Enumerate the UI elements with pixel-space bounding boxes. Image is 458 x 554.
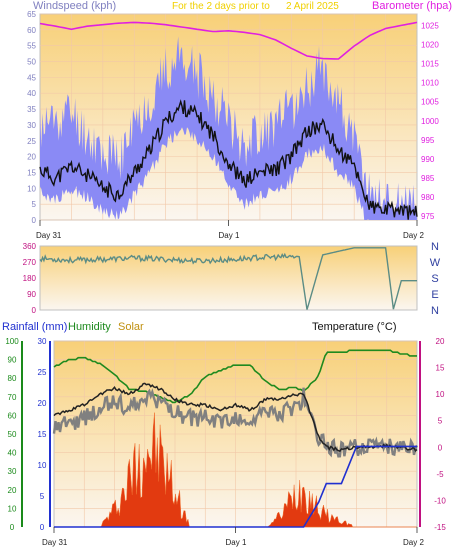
baro-tick-label: 985 bbox=[421, 174, 435, 183]
humidity-tick-label: 100 bbox=[5, 337, 19, 346]
rain-tick-label: 15 bbox=[38, 430, 47, 439]
compass-label: W bbox=[430, 257, 441, 269]
baro-tick-label: 1025 bbox=[421, 21, 439, 30]
humidity-tick-label: 10 bbox=[8, 504, 17, 513]
baro-tick-label: 980 bbox=[421, 193, 435, 202]
direction-tick-label: 270 bbox=[23, 258, 37, 267]
rainfall-line bbox=[54, 445, 417, 528]
compass-label: E bbox=[431, 289, 438, 301]
humidity-tick-label: 60 bbox=[8, 411, 17, 420]
x-tick-label: Day 2 bbox=[403, 231, 424, 240]
wind-average-line bbox=[39, 99, 418, 220]
baro-tick-label: 1015 bbox=[421, 60, 439, 69]
humidity-tick-label: 20 bbox=[8, 486, 17, 495]
wind-tick-label: 15 bbox=[27, 168, 36, 177]
baro-tick-label: 1010 bbox=[421, 79, 439, 88]
humidity-tick-label: 40 bbox=[8, 449, 17, 458]
wind-tick-label: 65 bbox=[27, 10, 36, 19]
wind-tick-label: 20 bbox=[27, 153, 36, 162]
compass-label: N bbox=[431, 241, 439, 253]
wind-direction-line bbox=[39, 247, 417, 310]
humidity-tick-label: 50 bbox=[8, 430, 17, 439]
rain-tick-label: 5 bbox=[40, 492, 45, 501]
baro-tick-label: 995 bbox=[421, 136, 435, 145]
compass-label: N bbox=[431, 305, 439, 317]
wind-tick-label: 55 bbox=[27, 42, 36, 51]
baro-tick-label: 990 bbox=[421, 155, 435, 164]
rain-tick-label: 0 bbox=[40, 523, 45, 532]
wind-tick-label: 25 bbox=[27, 137, 36, 146]
humidity-tick-label: 30 bbox=[8, 467, 17, 476]
rain-tick-label: 30 bbox=[38, 337, 47, 346]
humidity-tick-label: 70 bbox=[8, 393, 17, 402]
barometer-line bbox=[39, 21, 418, 60]
wind-axis-title: Windspeed (kph) bbox=[33, 0, 116, 12]
baro-tick-label: 1005 bbox=[421, 98, 439, 107]
wind-tick-label: 60 bbox=[27, 26, 36, 35]
wind-tick-label: 30 bbox=[27, 121, 36, 130]
baro-axis-title: Barometer (hpa) bbox=[372, 0, 452, 12]
temp-tick-label: 5 bbox=[438, 417, 443, 426]
wind-tick-label: 10 bbox=[27, 184, 36, 193]
rain-x-ticks: Day 31 Day 1 Day 2 bbox=[42, 527, 424, 547]
direction-tick-label: 90 bbox=[27, 290, 36, 299]
rain-axis-title: Rainfall (mm) bbox=[2, 321, 67, 333]
baro-tick-label: 975 bbox=[421, 212, 435, 221]
temp-tick-label: 15 bbox=[436, 364, 445, 373]
rain-axes: 0102030405060708090100051015202530-15-10… bbox=[5, 337, 446, 532]
humidity-tick-label: 0 bbox=[10, 523, 15, 532]
humidity-title: Humidity bbox=[68, 321, 111, 333]
x-tick-label: Day 1 bbox=[219, 231, 240, 240]
temp-tick-label: 0 bbox=[438, 443, 443, 452]
wind-tick-label: 5 bbox=[32, 200, 37, 209]
baro-tick-label: 1020 bbox=[421, 41, 439, 50]
direction-tick-label: 0 bbox=[32, 306, 37, 315]
rain-tick-label: 20 bbox=[38, 399, 47, 408]
wind-tick-label: 40 bbox=[27, 89, 36, 98]
period-label: For the 2 days prior to bbox=[172, 1, 270, 12]
rain-tick-label: 25 bbox=[38, 368, 47, 377]
baro-tick-label: 1000 bbox=[421, 117, 439, 126]
x-tick-label: Day 2 bbox=[403, 538, 424, 547]
temperature-title: Temperature (°C) bbox=[312, 321, 396, 333]
wind-gust-area bbox=[40, 36, 417, 221]
wind-tick-label: 50 bbox=[27, 58, 36, 67]
rain-grid bbox=[54, 340, 417, 528]
direction-tick-label: 360 bbox=[23, 242, 37, 251]
wind-tick-label: 45 bbox=[27, 73, 36, 82]
temp-tick-label: -5 bbox=[436, 470, 444, 479]
humidity-tick-label: 80 bbox=[8, 374, 17, 383]
wind-axes: 0510152025303540455055606597598098599099… bbox=[27, 10, 439, 225]
temp-tick-label: 10 bbox=[436, 390, 445, 399]
x-tick-label: Day 31 bbox=[42, 538, 68, 547]
wind-x-ticks: Day 31 Day 1 Day 2 bbox=[36, 220, 424, 240]
temp-tick-label: 20 bbox=[436, 337, 445, 346]
solar-title: Solar bbox=[118, 321, 144, 333]
rain-tick-label: 10 bbox=[38, 461, 47, 470]
compass-label: S bbox=[431, 273, 438, 285]
x-tick-label: Day 1 bbox=[226, 538, 247, 547]
period-date: 2 April 2025 bbox=[286, 1, 339, 12]
wind-tick-label: 35 bbox=[27, 105, 36, 114]
x-tick-label: Day 31 bbox=[36, 231, 62, 240]
temp-tick-label: -15 bbox=[434, 523, 446, 532]
humidity-tick-label: 90 bbox=[8, 356, 17, 365]
temp-tick-label: -10 bbox=[434, 496, 446, 505]
direction-plot-area bbox=[39, 245, 418, 311]
wind-tick-label: 0 bbox=[32, 216, 37, 225]
direction-tick-label: 180 bbox=[23, 274, 37, 283]
humidity-line bbox=[53, 349, 417, 404]
